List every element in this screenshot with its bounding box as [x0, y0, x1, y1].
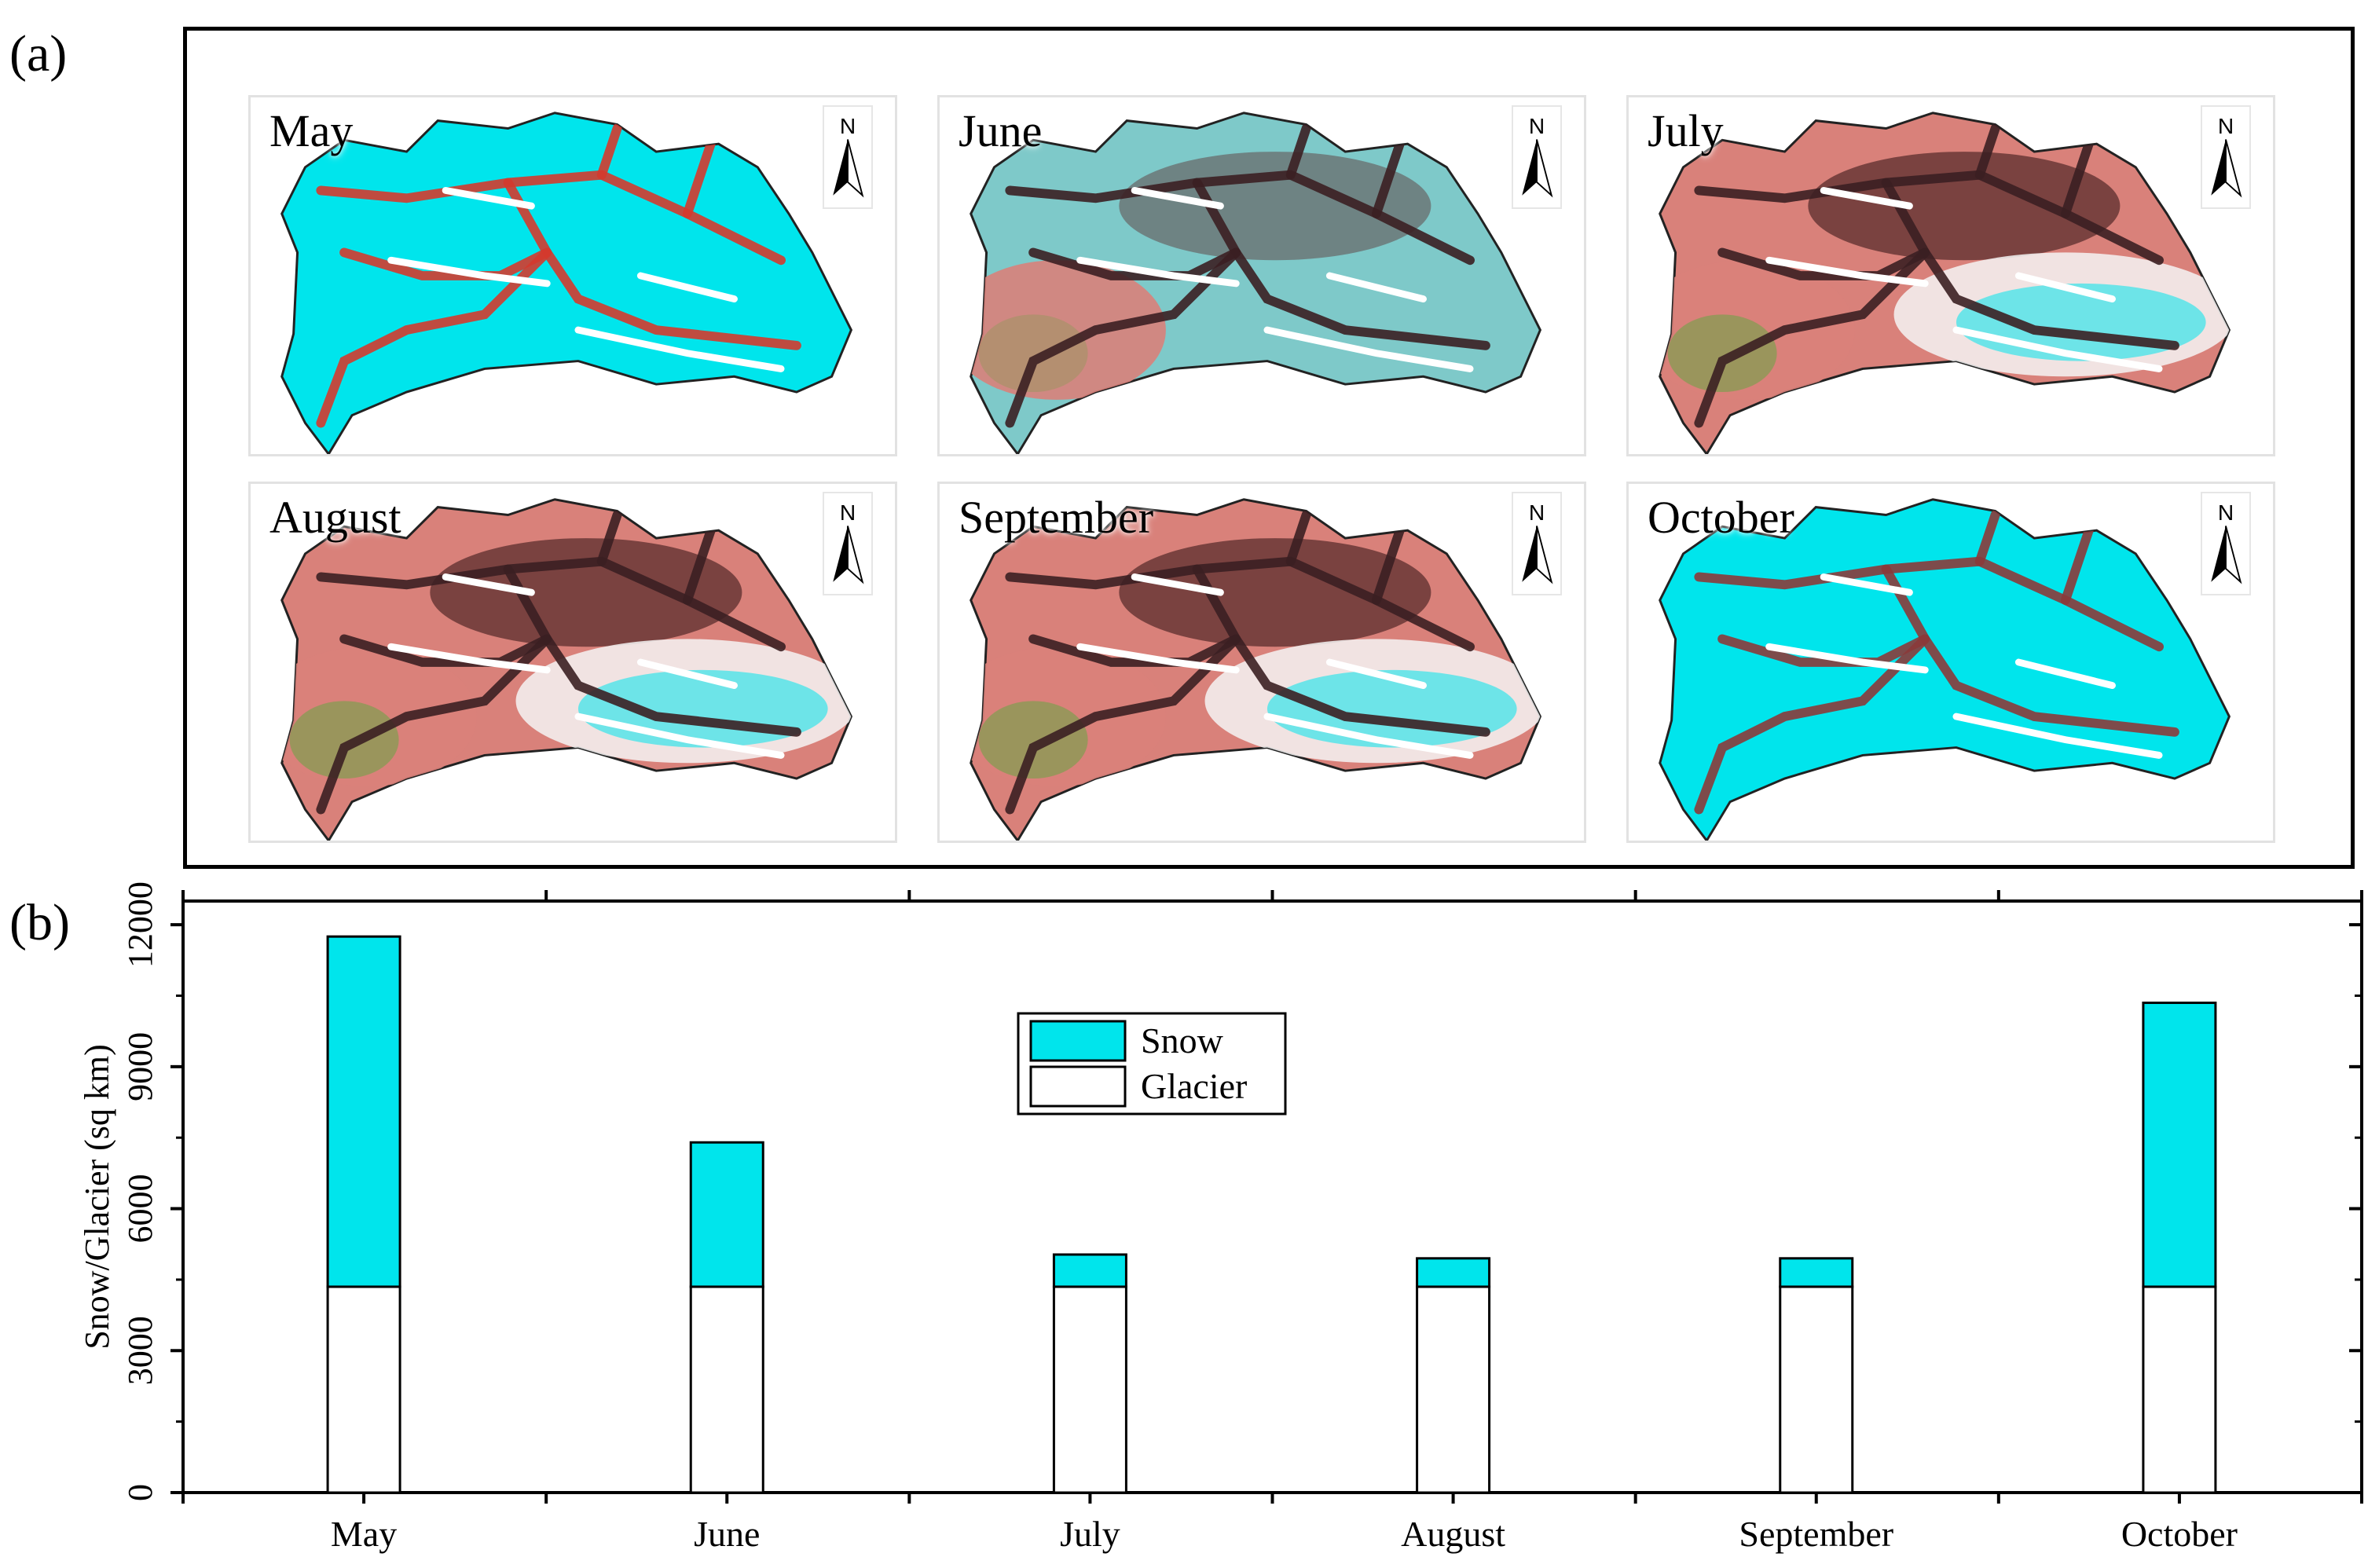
legend-label-snow: Snow	[1141, 1020, 1224, 1061]
north-arrow-icon: N	[823, 105, 873, 209]
panel-label-a: (a)	[9, 25, 68, 82]
north-label: N	[840, 500, 856, 525]
map-tile-june: June N	[937, 95, 1586, 456]
bar-snow-august	[1416, 1257, 1491, 1288]
y-tick-label: 0	[121, 1484, 159, 1501]
legend-swatch-glacier	[1029, 1065, 1127, 1108]
bar-snow-july	[1052, 1253, 1127, 1288]
map-tile-october: October N	[1626, 482, 2275, 843]
north-label: N	[2218, 500, 2234, 525]
bar-glacier-september	[1779, 1285, 1854, 1494]
bar-glacier-october	[2142, 1285, 2217, 1494]
y-tick-label: 6000	[121, 1174, 159, 1244]
north-label: N	[1529, 500, 1545, 525]
bar-glacier-may	[326, 1285, 401, 1494]
y-tick-label: 9000	[121, 1032, 159, 1101]
x-category-label: August	[1401, 1514, 1505, 1554]
north-arrow-icon: N	[1512, 492, 1562, 595]
north-label: N	[1529, 114, 1545, 138]
map-month-label: July	[1648, 105, 1724, 156]
legend-swatch-snow	[1029, 1020, 1127, 1062]
x-category-label: July	[1060, 1514, 1120, 1554]
bar-snow-october	[2142, 1002, 2217, 1288]
map-tile-july: July N	[1626, 95, 2275, 456]
bar-glacier-july	[1052, 1285, 1127, 1494]
plot-frame	[181, 899, 2363, 1494]
map-month-label: September	[959, 492, 1154, 543]
north-label: N	[2218, 114, 2234, 138]
bar-snow-june	[689, 1141, 764, 1288]
legend-label-glacier: Glacier	[1141, 1066, 1247, 1106]
north-arrow-icon: N	[2201, 492, 2251, 595]
satellite-map-july	[1659, 112, 2231, 454]
bar-glacier-august	[1416, 1285, 1491, 1494]
satellite-map-september	[970, 498, 1542, 841]
satellite-map-october	[1659, 498, 2231, 841]
map-tile-may: May N	[248, 95, 897, 456]
satellite-map-june	[970, 112, 1542, 454]
panel-label-b: (b)	[9, 894, 70, 951]
bar-glacier-june	[689, 1285, 764, 1494]
y-tick-label: 3000	[121, 1316, 159, 1385]
map-month-label: May	[269, 105, 354, 156]
map-month-label: October	[1648, 492, 1794, 543]
bar-snow-may	[326, 935, 401, 1288]
x-category-label: October	[2121, 1514, 2238, 1554]
x-category-label: May	[331, 1514, 397, 1554]
map-tile-august: August N	[248, 482, 897, 843]
bar-snow-september	[1779, 1257, 1854, 1288]
chart-legend: Snow Glacier	[1017, 1012, 1287, 1116]
bar-chart-panel: 0 3000 6000 9000 12000 Snow/Glacier (sq km) Ma…	[0, 872, 2368, 1568]
satellite-map-may	[280, 112, 853, 454]
north-arrow-icon: N	[1512, 105, 1562, 209]
satellite-map-august	[280, 498, 853, 841]
map-month-label: August	[269, 492, 401, 543]
north-arrow-icon: N	[823, 492, 873, 595]
map-month-label: June	[959, 105, 1043, 156]
bar-chart: 0 3000 6000 9000 12000 Snow/Glacier (sq km) Ma…	[78, 881, 2363, 1554]
map-tile-september: September N	[937, 482, 1586, 843]
x-category-label: September	[1739, 1514, 1893, 1554]
y-tick-label: 12000	[121, 881, 159, 968]
map-panel-frame: May N June N July N August N September N October N	[183, 27, 2355, 869]
x-category-label: June	[694, 1514, 760, 1554]
y-axis-title: Snow/Glacier (sq km)	[78, 1044, 116, 1350]
north-label: N	[840, 114, 856, 138]
north-arrow-icon: N	[2201, 105, 2251, 209]
